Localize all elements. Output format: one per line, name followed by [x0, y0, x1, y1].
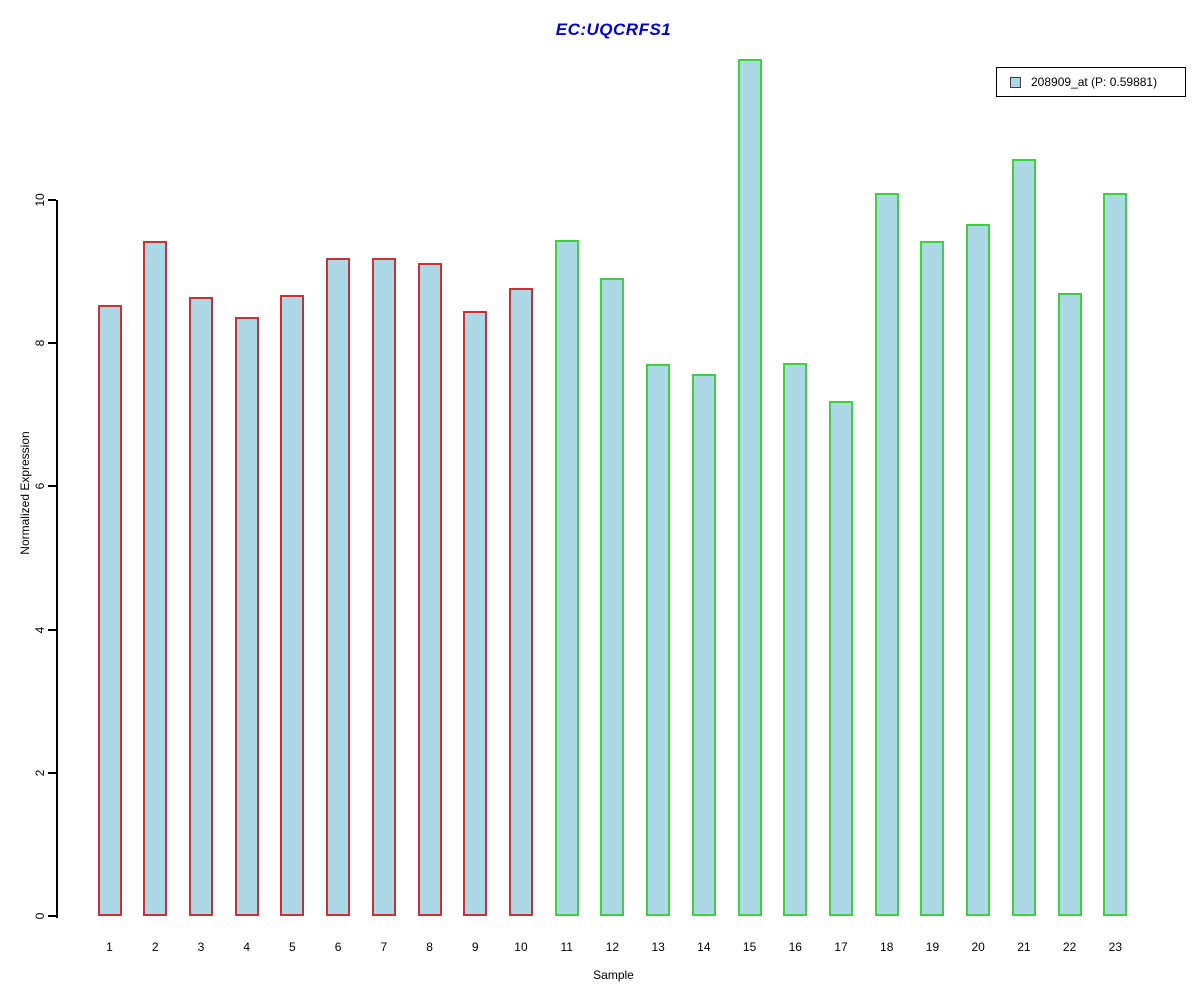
y-tick-mark: [48, 771, 56, 774]
bar-sample-20: [966, 224, 991, 916]
bar-sample-1: [97, 305, 122, 916]
bar-sample-19: [920, 241, 945, 916]
bar-sample-11: [554, 240, 579, 916]
y-axis-title: Normalized Expression: [18, 431, 32, 555]
y-axis-line: [56, 200, 58, 918]
x-tick-label: 19: [925, 940, 940, 954]
legend-swatch-icon: [1010, 76, 1021, 88]
bar-sample-22: [1057, 293, 1082, 916]
legend-label: 208909_at (P: 0.59881): [1031, 75, 1158, 89]
x-tick-label: 18: [880, 940, 894, 954]
y-tick-mark: [48, 199, 56, 201]
legend: 208909_at (P: 0.59881): [996, 67, 1186, 97]
x-tick-label: 11: [560, 940, 573, 954]
bar-sample-10: [508, 288, 533, 916]
x-tick-label: 12: [605, 940, 620, 954]
bar-sample-5: [280, 295, 305, 916]
bar-sample-9: [463, 311, 488, 916]
x-tick-label: 15: [742, 940, 757, 954]
bar-sample-4: [234, 317, 259, 916]
y-tick-mark: [48, 628, 56, 631]
bar-sample-13: [646, 364, 671, 916]
x-tick-label: 7: [380, 940, 388, 954]
y-tick-label: 0: [33, 912, 47, 920]
bar-sample-17: [829, 401, 854, 916]
bar-sample-14: [691, 374, 716, 916]
x-tick-label: 1: [106, 940, 113, 954]
bar-sample-2: [143, 241, 168, 916]
x-tick-label: 6: [334, 940, 342, 954]
bar-sample-7: [371, 258, 396, 916]
bar-sample-16: [783, 363, 808, 916]
x-tick-label: 16: [788, 940, 802, 954]
y-tick-mark: [48, 485, 56, 488]
bar-sample-15: [737, 59, 762, 916]
bar-sample-3: [188, 297, 213, 916]
x-axis-title: Sample: [593, 968, 634, 982]
bar-sample-23: [1103, 193, 1128, 916]
x-tick-label: 5: [289, 940, 296, 954]
x-tick-label: 4: [243, 940, 250, 954]
y-tick-mark: [48, 915, 56, 917]
x-tick-label: 22: [1062, 940, 1077, 954]
x-tick-label: 2: [151, 940, 159, 954]
x-tick-label: 3: [197, 940, 205, 954]
bar-sample-8: [417, 263, 442, 916]
y-tick-label: 2: [33, 769, 47, 777]
bar-sample-21: [1011, 159, 1036, 916]
x-tick-label: 10: [514, 940, 528, 954]
x-tick-label: 13: [651, 940, 665, 954]
x-tick-label: 17: [834, 940, 848, 954]
x-tick-label: 8: [426, 940, 433, 954]
y-tick-label: 6: [33, 483, 47, 490]
x-tick-label: 20: [971, 940, 985, 954]
y-tick-label: 4: [33, 626, 47, 633]
x-tick-label: 14: [697, 940, 711, 954]
bar-sample-12: [600, 278, 625, 916]
y-tick-mark: [48, 342, 56, 345]
chart-title: EC:UQCRFS1: [555, 20, 672, 39]
y-tick-label: 8: [33, 339, 47, 347]
x-tick-label: 21: [1017, 940, 1031, 954]
x-tick-label: 23: [1108, 940, 1122, 954]
bar-sample-6: [326, 258, 351, 916]
bar-sample-18: [874, 193, 899, 916]
y-tick-label: 10: [33, 193, 47, 207]
x-tick-label: 9: [471, 940, 479, 954]
